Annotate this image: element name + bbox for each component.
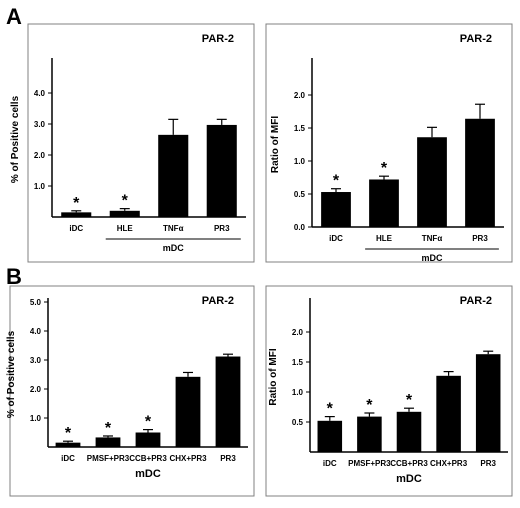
y-tick-label: 1.0 [34,182,46,191]
y-tick-label: 3.0 [34,120,46,129]
category-label: TNFα [163,224,184,233]
bar [61,212,92,217]
chart-title: PAR-2 [460,295,492,307]
bar [215,356,241,447]
category-label: PMSF+PR3 [348,459,391,468]
category-label: PR3 [480,459,496,468]
y-tick-label: 5.0 [30,298,42,307]
significance-marker: * [381,160,388,177]
bar [135,432,161,447]
panel-label-b: B [6,264,22,289]
category-label: iDC [61,454,75,463]
category-label: iDC [69,224,83,233]
chart-frame [265,23,513,263]
y-tick-label: 2.0 [30,385,42,394]
category-label: PR3 [472,234,488,243]
y-axis-label: Ratio of MFI [268,348,279,405]
bar [417,137,447,227]
significance-marker: * [65,425,72,442]
bar [369,179,399,227]
y-tick-label: 3.0 [30,356,42,365]
chart-frame [27,23,255,263]
bar [158,134,189,217]
category-label: CCB+PR3 [129,454,167,463]
chart-b1-positive-cells: PAR-2 1.0 2.0 3.0 4.0 5.0 % of Positive cells *… [6,285,255,497]
category-label: CCB+PR3 [390,459,428,468]
y-tick-label: 2.0 [294,91,306,100]
y-axis-label: % of Positive cells [10,95,21,183]
y-tick-label: 4.0 [30,327,42,336]
y-tick-label: 1.0 [294,157,306,166]
chart-frame [9,285,255,497]
bar [321,192,351,227]
significance-marker: * [122,193,129,210]
group-label: mDC [163,243,185,253]
category-label: iDC [329,234,343,243]
significance-marker: * [145,414,152,431]
y-axis-label: Ratio of MFI [270,116,281,173]
bar [206,124,237,217]
bar [317,420,343,452]
category-label: CHX+PR3 [430,459,468,468]
chart-title: PAR-2 [460,33,492,45]
group-label: mDC [396,473,422,485]
y-tick-label: 1.0 [292,388,304,397]
significance-marker: * [105,420,112,437]
y-tick-label: 0.0 [294,223,306,232]
significance-marker: * [327,401,334,418]
chart-a2-mfi-ratio: PAR-2 0.0 0.5 1.0 1.5 2.0 Ratio of MFI * iDC * HLE… [265,23,513,263]
y-tick-label: 1.0 [30,414,42,423]
category-label: HLE [117,224,134,233]
y-tick-label: 1.5 [292,358,304,367]
bar [95,437,121,447]
category-label: HLE [376,234,393,243]
chart-title: PAR-2 [202,295,234,307]
significance-marker: * [366,397,373,414]
significance-marker: * [333,173,340,190]
y-axis-label: % of Positive cells [6,330,17,418]
significance-marker: * [73,195,80,212]
y-tick-label: 2.0 [34,151,46,160]
bar [436,375,461,452]
bar [55,442,81,447]
bar [175,376,201,447]
category-label: PR3 [220,454,236,463]
bar [396,411,422,452]
chart-frame [265,285,513,497]
category-label: CHX+PR3 [169,454,207,463]
group-label: mDC [421,253,443,263]
bar [465,118,495,227]
y-tick-label: 0.5 [292,418,304,427]
y-tick-label: 0.5 [294,190,306,199]
significance-marker: * [406,392,413,409]
group-label: mDC [135,468,161,480]
category-label: iDC [323,459,337,468]
y-tick-label: 4.0 [34,89,46,98]
category-label: TNFα [422,234,443,243]
y-tick-label: 2.0 [292,328,304,337]
chart-title: PAR-2 [202,33,234,45]
panel-label-a: A [6,4,22,29]
bar [357,416,382,452]
bar [475,354,501,452]
chart-a1-positive-cells: PAR-2 1.0 2.0 3.0 4.0 % of Positive cells * iDC… [10,23,255,263]
category-label: PMSF+PR3 [87,454,130,463]
bar [109,210,140,217]
y-tick-label: 1.5 [294,124,306,133]
chart-b2-mfi-ratio: PAR-2 0.5 1.0 1.5 2.0 Ratio of MFI * iDC * PMSF+P… [265,285,513,497]
category-label: PR3 [214,224,230,233]
